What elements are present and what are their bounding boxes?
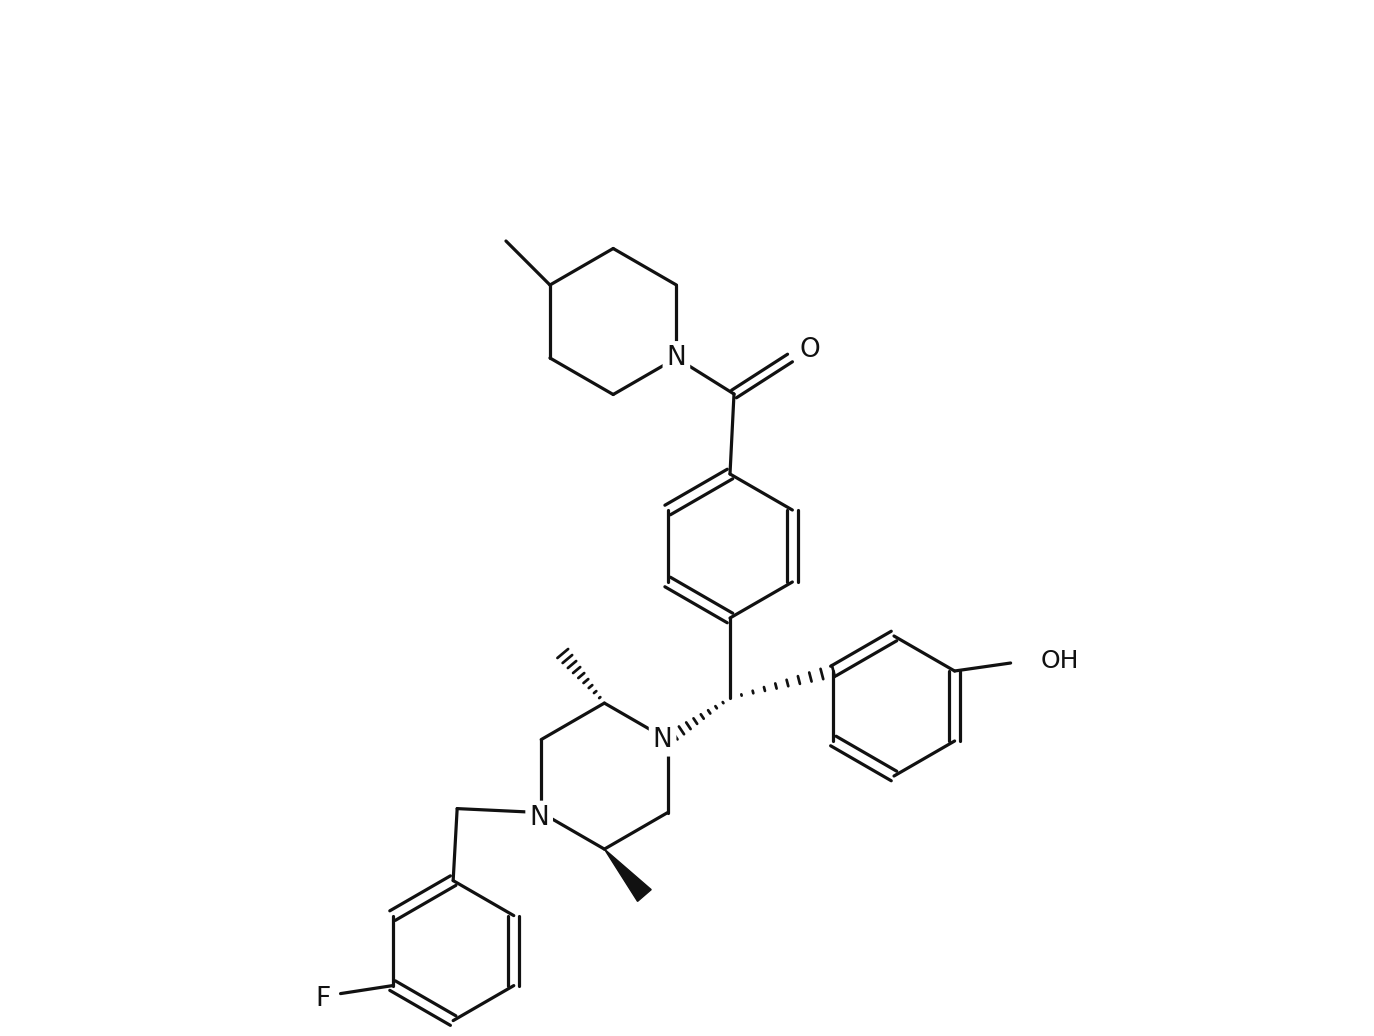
Text: F: F bbox=[315, 985, 330, 1011]
Text: N: N bbox=[653, 726, 672, 752]
Text: N: N bbox=[529, 805, 550, 831]
Polygon shape bbox=[605, 850, 651, 901]
Text: OH: OH bbox=[1040, 649, 1079, 673]
Text: N: N bbox=[666, 345, 686, 371]
Text: O: O bbox=[800, 337, 820, 363]
